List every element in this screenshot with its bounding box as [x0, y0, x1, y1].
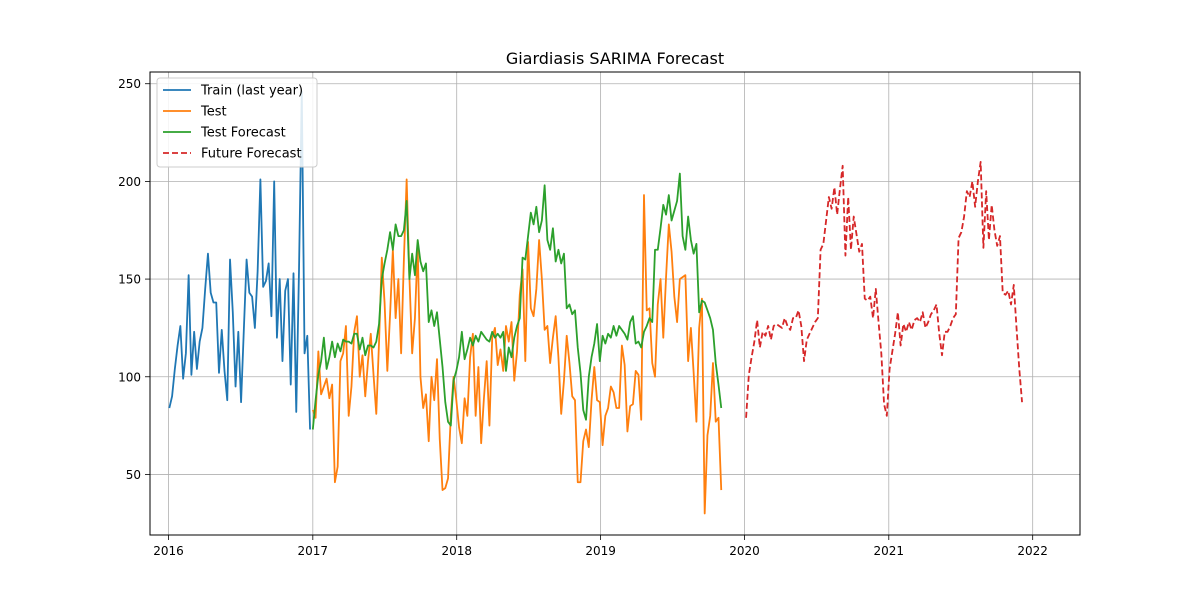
legend-label: Train (last year) [200, 84, 303, 99]
axis-ticks: 2016 2017 2018 2019 2020 2021 2022 50 100 150 200 2… [118, 77, 1048, 558]
legend-label: Test Forecast [200, 126, 286, 141]
y-tick-label: 250 [118, 77, 141, 91]
legend: Train (last year) Test Test Forecast Future… [156, 77, 318, 168]
y-tick-label: 100 [118, 370, 141, 384]
x-tick-label: 2016 [153, 544, 184, 558]
y-tick-label: 150 [118, 273, 141, 287]
x-tick-label: 2019 [585, 544, 616, 558]
x-tick-label: 2018 [441, 544, 472, 558]
series-line-3 [311, 172, 723, 430]
series-line-4 [745, 160, 1023, 418]
legend-box [156, 77, 318, 168]
y-tick-label: 50 [126, 468, 141, 482]
plot-frame [149, 71, 1081, 536]
legend-label: Future Forecast [201, 147, 302, 162]
x-tick-label: 2022 [1017, 544, 1048, 558]
legend-label: Test [200, 105, 227, 120]
series-line-1 [168, 90, 311, 430]
grid [150, 72, 1080, 535]
chart-title: Giardiasis SARIMA Forecast [506, 49, 724, 68]
x-tick-label: 2017 [298, 544, 329, 558]
series-lines [168, 90, 1023, 515]
x-tick-label: 2020 [729, 544, 760, 558]
y-tick-label: 200 [118, 175, 141, 189]
x-tick-label: 2021 [874, 544, 905, 558]
